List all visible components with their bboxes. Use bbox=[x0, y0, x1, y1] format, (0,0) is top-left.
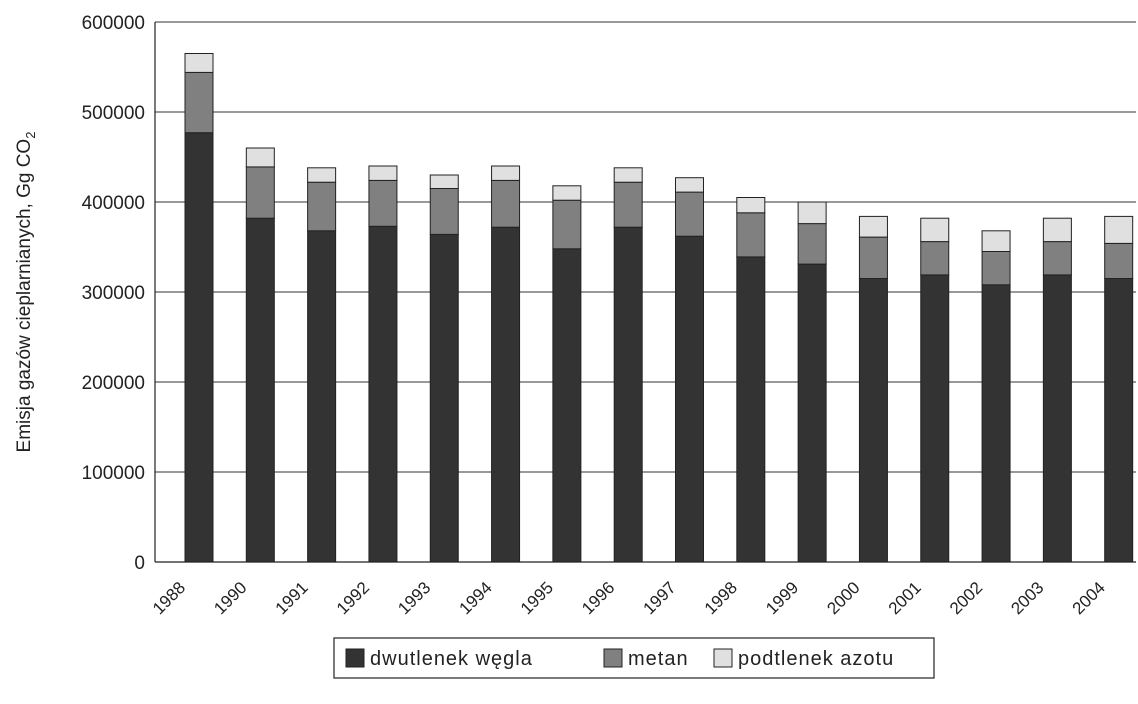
bar-segment-n2o-1991 bbox=[307, 167, 337, 183]
bar-segment-n2o-1997 bbox=[675, 177, 704, 193]
bar-segment-ch4-1998 bbox=[736, 212, 766, 258]
bar-segment-n2o-2000 bbox=[858, 215, 888, 238]
bar-segment-ch4-1991 bbox=[307, 181, 337, 232]
bar-segment-ch4-2004 bbox=[1104, 242, 1134, 279]
bar-segment-co2-1991 bbox=[307, 230, 337, 563]
bar-segment-co2-1990 bbox=[245, 217, 275, 563]
bar-segment-n2o-1993 bbox=[429, 174, 459, 189]
bar-segment-co2-2002 bbox=[981, 284, 1011, 563]
bar-segment-n2o-2001 bbox=[920, 217, 950, 243]
x-tick-label: 1990 bbox=[210, 578, 250, 618]
bar-segment-ch4-1999 bbox=[797, 223, 827, 265]
y-tick-labels: 0 100000 200000 300000 400000 500000 600000 bbox=[82, 13, 145, 574]
x-tick-label: 1993 bbox=[394, 578, 434, 618]
bar-segment-co2-1998 bbox=[736, 256, 766, 563]
bar-segment-n2o-1995 bbox=[552, 185, 582, 201]
bar-segment-co2-1995 bbox=[552, 248, 582, 563]
legend-items: dwutlenek węgla metan podtlenek azotu bbox=[345, 648, 894, 670]
bar-segment-co2-1997 bbox=[675, 235, 704, 563]
bar-segment-co2-1992 bbox=[368, 225, 398, 563]
bar-segment-co2-1988 bbox=[184, 132, 214, 563]
bar-segment-co2-1996 bbox=[613, 226, 643, 563]
bar-segment-ch4-1997 bbox=[675, 191, 704, 237]
x-tick-label: 2004 bbox=[1069, 578, 1109, 618]
bar-segment-co2-2001 bbox=[920, 274, 950, 563]
bar-segment-co2-1999 bbox=[797, 263, 827, 563]
bar-segment-ch4-1988 bbox=[184, 71, 214, 134]
y-tick-label: 400000 bbox=[82, 193, 145, 214]
x-tick-label: 2002 bbox=[946, 578, 986, 618]
bar-segment-co2-2004 bbox=[1104, 278, 1134, 563]
legend-swatch bbox=[345, 648, 365, 668]
x-tick-label: 2000 bbox=[823, 578, 863, 618]
bar-segment-n2o-1996 bbox=[613, 167, 643, 183]
bar-segment-co2-2000 bbox=[858, 278, 888, 563]
bar-segment-n2o-1999 bbox=[797, 201, 827, 225]
legend-label: podtlenek azotu bbox=[738, 648, 894, 670]
bar-segment-n2o-1990 bbox=[245, 147, 275, 168]
bar-segment-ch4-2002 bbox=[981, 251, 1011, 286]
bar-segment-n2o-1992 bbox=[368, 165, 398, 181]
x-tick-label: 1988 bbox=[149, 578, 189, 618]
x-tick-label: 1999 bbox=[762, 578, 802, 618]
bar-segment-n2o-1998 bbox=[736, 197, 766, 214]
bar-segment-ch4-2000 bbox=[858, 236, 888, 280]
bar-segment-ch4-1993 bbox=[429, 188, 459, 235]
bar-segment-ch4-1995 bbox=[552, 199, 582, 250]
bar-segment-ch4-2003 bbox=[1042, 241, 1072, 276]
x-tick-label: 1996 bbox=[578, 578, 618, 618]
x-tick-labels: 1988 1990 1991 1992 1993 1994 1995 1996 1997 1998… bbox=[149, 578, 1109, 618]
y-tick-label: 600000 bbox=[82, 13, 145, 34]
bar-segment-n2o-1988 bbox=[184, 53, 214, 73]
legend: dwutlenek węgla metan podtlenek azotu bbox=[333, 637, 935, 679]
bar-segment-n2o-1994 bbox=[491, 165, 521, 181]
x-tick-label: 1998 bbox=[701, 578, 741, 618]
x-tick-label: 2001 bbox=[885, 578, 925, 618]
x-tick-label: 1992 bbox=[333, 578, 373, 618]
bars bbox=[184, 53, 1134, 563]
y-tick-label: 200000 bbox=[82, 373, 145, 394]
legend-swatch bbox=[713, 648, 733, 668]
bar-segment-ch4-1996 bbox=[613, 181, 643, 228]
bar-segment-ch4-1992 bbox=[368, 179, 398, 227]
x-tick-label: 1994 bbox=[456, 578, 496, 618]
x-tick-label: 1997 bbox=[640, 578, 680, 618]
y-tick-label: 500000 bbox=[82, 103, 145, 124]
bar-segment-n2o-2003 bbox=[1042, 217, 1072, 243]
bar-segment-co2-1993 bbox=[429, 233, 459, 563]
legend-swatch bbox=[603, 648, 623, 668]
bar-segment-n2o-2004 bbox=[1104, 215, 1134, 244]
bar-segment-n2o-2002 bbox=[981, 230, 1011, 253]
bar-segment-co2-1994 bbox=[491, 226, 521, 563]
bar-segment-ch4-2001 bbox=[920, 241, 950, 276]
y-axis-title-main: Emisja gazów cieplarnianych, Gg CO bbox=[14, 139, 35, 453]
y-tick-label: 0 bbox=[134, 553, 145, 574]
bar-segment-ch4-1994 bbox=[491, 179, 521, 228]
legend-label: metan bbox=[628, 648, 689, 670]
x-tick-label: 2003 bbox=[1007, 578, 1047, 618]
legend-box bbox=[333, 637, 935, 679]
y-tick-label: 300000 bbox=[82, 283, 145, 304]
x-tick-label: 1991 bbox=[272, 578, 312, 618]
axes bbox=[154, 22, 1136, 563]
y-axis-title: Emisja gazów cieplarnianych, Gg CO2 bbox=[14, 132, 38, 453]
bar-segment-co2-2003 bbox=[1042, 274, 1072, 563]
x-tick-label: 1995 bbox=[517, 578, 557, 618]
bar-segment-ch4-1990 bbox=[245, 166, 275, 219]
y-axis-title-subscript: 2 bbox=[23, 132, 38, 139]
y-tick-label: 100000 bbox=[82, 463, 145, 484]
legend-label: dwutlenek węgla bbox=[370, 648, 533, 670]
